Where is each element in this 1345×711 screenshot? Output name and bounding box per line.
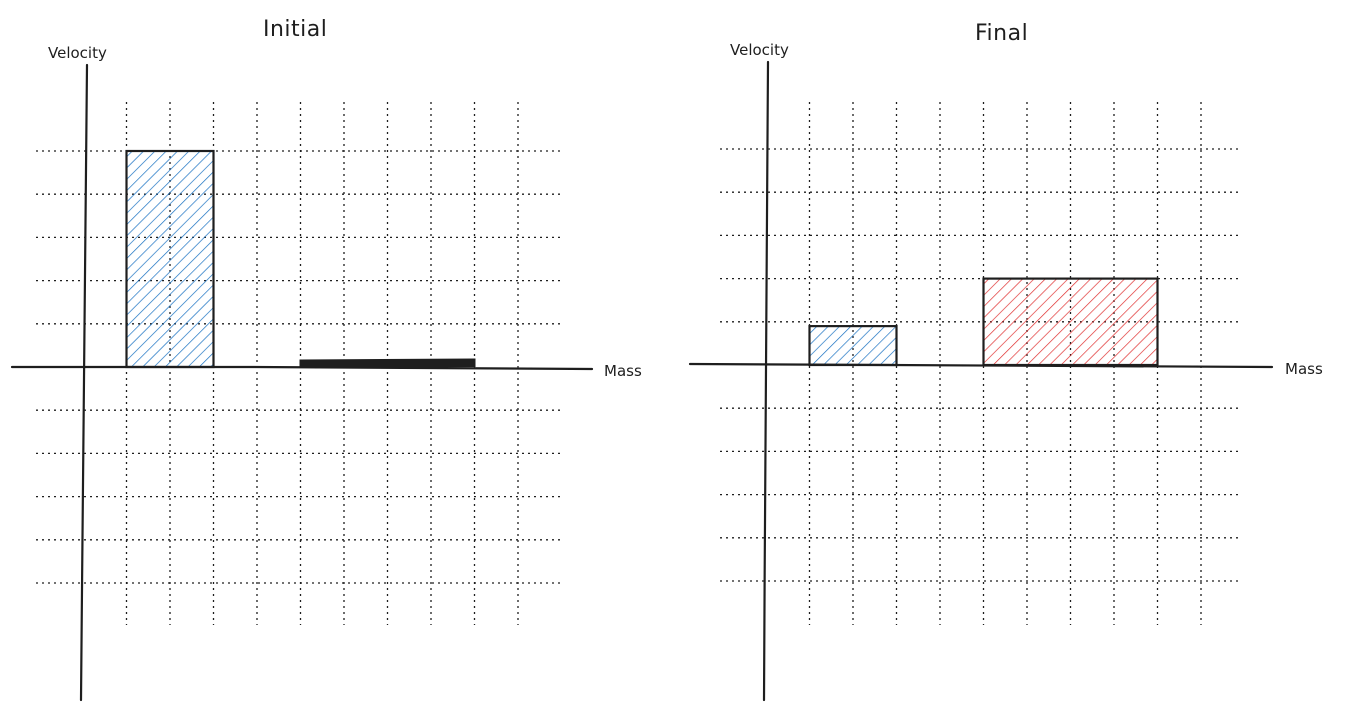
y-axis-final (762, 60, 770, 702)
y-axis-label-initial: Velocity (48, 44, 107, 62)
velocity-bar-fill (983, 278, 1158, 365)
panel-title-final: Final (975, 21, 1028, 46)
velocity-bar-outline (299, 358, 476, 367)
bars-initial (125, 149, 476, 369)
velocity-bar-fill (126, 151, 214, 367)
x-axis-final (688, 362, 1274, 369)
panel-initial: Initial Velocity Mass (10, 17, 642, 702)
x-axis-label-initial: Mass (604, 362, 642, 380)
y-axis-label-final: Velocity (730, 41, 789, 59)
bars-final (808, 277, 1159, 367)
y-axis-initial (79, 63, 89, 702)
x-axis-initial (10, 365, 594, 371)
x-axis-label-final: Mass (1285, 360, 1323, 378)
panel-title-initial: Initial (263, 17, 327, 42)
panel-final: Final Velocity Mass (688, 21, 1323, 702)
velocity-bar-fill (809, 326, 897, 365)
grid-initial (36, 102, 560, 625)
